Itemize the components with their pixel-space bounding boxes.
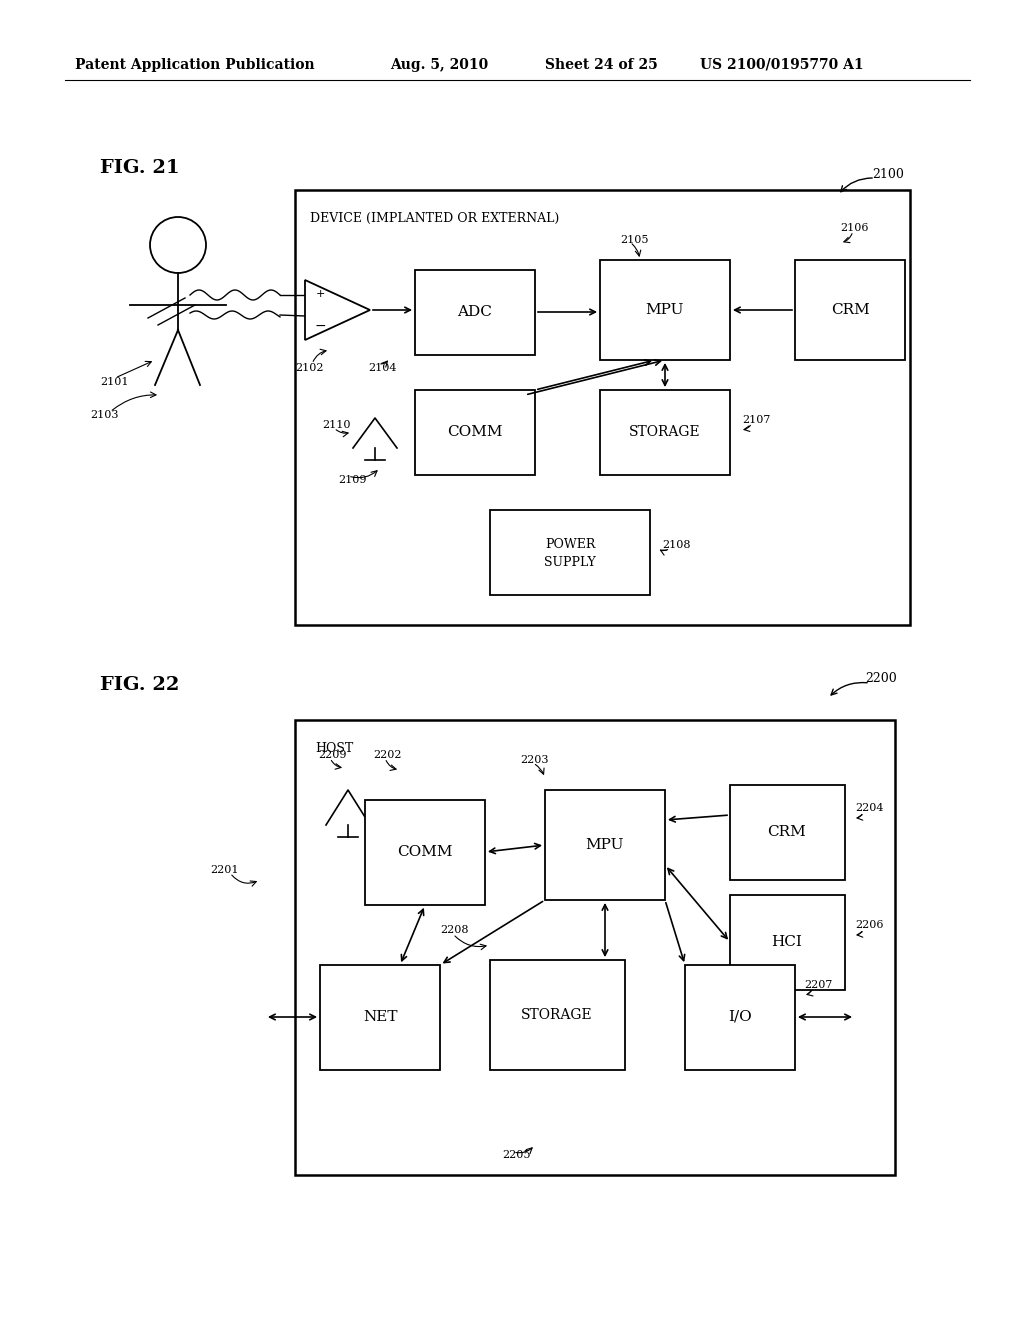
Bar: [415, 271, 535, 355]
Text: 2105: 2105: [620, 235, 648, 246]
Bar: [490, 510, 650, 595]
Text: 2100: 2100: [872, 169, 904, 181]
Bar: [415, 389, 535, 475]
Bar: [600, 389, 730, 475]
Text: STORAGE: STORAGE: [521, 1008, 593, 1022]
Text: 2207: 2207: [804, 979, 833, 990]
Text: COMM: COMM: [397, 845, 453, 859]
Text: Patent Application Publication: Patent Application Publication: [75, 58, 314, 73]
Text: 2107: 2107: [742, 414, 770, 425]
Polygon shape: [305, 280, 370, 341]
Text: SUPPLY: SUPPLY: [544, 556, 596, 569]
Text: −: −: [314, 319, 326, 333]
Text: 2101: 2101: [100, 378, 128, 387]
Text: HOST: HOST: [315, 742, 353, 755]
Text: Aug. 5, 2010: Aug. 5, 2010: [390, 58, 488, 73]
Bar: [730, 895, 845, 990]
Text: 2203: 2203: [520, 755, 549, 766]
Text: 2205: 2205: [502, 1150, 530, 1160]
Bar: [600, 260, 730, 360]
Text: 2202: 2202: [373, 750, 401, 760]
Text: FIG. 22: FIG. 22: [100, 676, 179, 694]
Text: ADC: ADC: [458, 305, 493, 319]
Text: 2102: 2102: [295, 363, 324, 374]
Text: 2200: 2200: [865, 672, 897, 685]
Text: 2204: 2204: [855, 803, 884, 813]
Bar: [295, 190, 910, 624]
Text: 2110: 2110: [322, 420, 350, 430]
Text: POWER: POWER: [545, 537, 595, 550]
Bar: [490, 960, 625, 1071]
Bar: [545, 789, 665, 900]
Text: I/O: I/O: [728, 1010, 752, 1024]
Text: 2106: 2106: [840, 223, 868, 234]
Text: FIG. 21: FIG. 21: [100, 158, 179, 177]
Text: 2201: 2201: [210, 865, 239, 875]
Bar: [795, 260, 905, 360]
Text: STORAGE: STORAGE: [629, 425, 700, 440]
Bar: [319, 965, 440, 1071]
Text: 2104: 2104: [368, 363, 396, 374]
Text: COMM: COMM: [447, 425, 503, 440]
Text: MPU: MPU: [646, 304, 684, 317]
Text: 2209: 2209: [318, 750, 346, 760]
Text: Sheet 24 of 25: Sheet 24 of 25: [545, 58, 657, 73]
Bar: [730, 785, 845, 880]
Text: +: +: [315, 289, 325, 300]
Text: 2208: 2208: [440, 925, 469, 935]
Bar: [295, 719, 895, 1175]
Text: NET: NET: [362, 1010, 397, 1024]
Text: MPU: MPU: [586, 838, 625, 851]
Text: DEVICE (IMPLANTED OR EXTERNAL): DEVICE (IMPLANTED OR EXTERNAL): [310, 211, 559, 224]
Bar: [685, 965, 795, 1071]
Text: CRM: CRM: [830, 304, 869, 317]
Text: US 2100/0195770 A1: US 2100/0195770 A1: [700, 58, 863, 73]
Text: 2109: 2109: [338, 475, 367, 484]
Bar: [365, 800, 485, 906]
Text: CRM: CRM: [768, 825, 806, 840]
Text: HCI: HCI: [771, 935, 803, 949]
Text: 2206: 2206: [855, 920, 884, 931]
Text: 2108: 2108: [662, 540, 690, 550]
Text: 2103: 2103: [90, 411, 119, 420]
